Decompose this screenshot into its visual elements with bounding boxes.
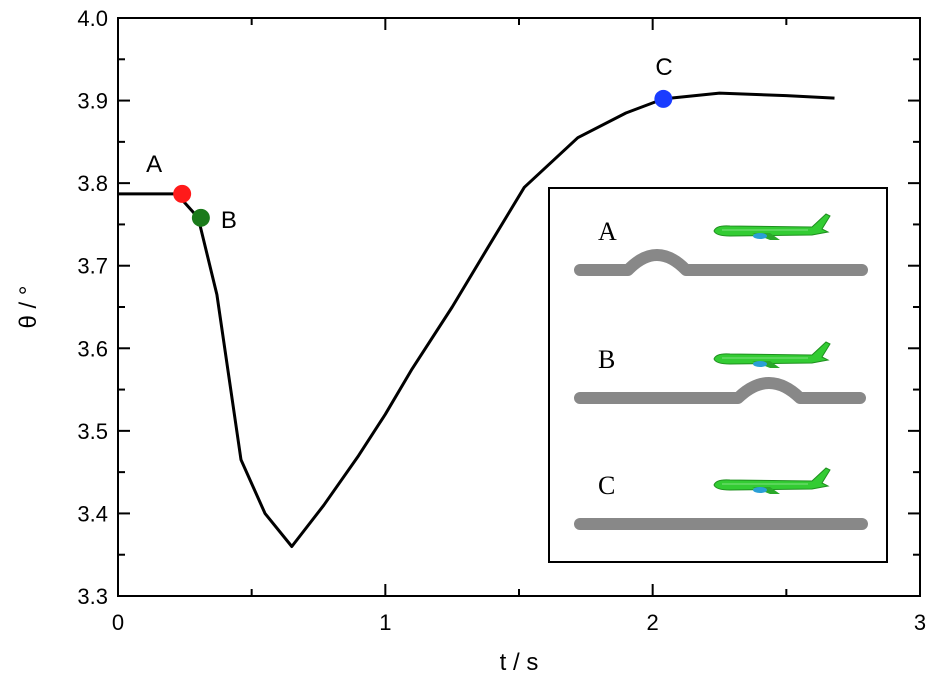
marker-c <box>654 89 673 108</box>
airplane-icon <box>713 467 831 494</box>
y-tick-label: 3.3 <box>77 584 108 609</box>
y-tick-label: 3.8 <box>77 171 108 196</box>
y-axis-label: θ / ° <box>15 286 42 329</box>
ticks <box>117 17 921 597</box>
airplane-icon <box>713 341 831 368</box>
x-tick-label: 2 <box>647 610 659 635</box>
road <box>574 377 866 404</box>
x-tick-label: 1 <box>379 610 391 635</box>
y-tick-label: 3.9 <box>77 89 108 114</box>
inset-row-label: C <box>598 471 615 500</box>
x-axis-label: t / s <box>500 649 539 676</box>
y-tick-label: 3.4 <box>77 501 108 526</box>
inset-row-c: C <box>574 467 868 530</box>
y-tick-label: 3.5 <box>77 419 108 444</box>
inset-panel: A B C <box>548 187 888 563</box>
marker-a <box>173 184 192 203</box>
inset-row-b: B <box>574 341 866 404</box>
x-tick-label: 0 <box>112 610 124 635</box>
inset-frame <box>548 187 888 563</box>
inset-row-label: B <box>598 345 615 374</box>
x-tick-label: 3 <box>914 610 926 635</box>
markers: A B C <box>146 54 673 234</box>
tick-labels: 0 1 2 3 3.3 3.4 3.5 3.6 3.7 3.8 3.9 4.0 <box>77 6 926 635</box>
marker-label-b: B <box>221 207 237 234</box>
airplane-icon <box>713 213 831 240</box>
marker-label-a: A <box>146 151 162 178</box>
road <box>574 249 868 276</box>
y-tick-label: 3.6 <box>77 336 108 361</box>
y-tick-label: 3.7 <box>77 254 108 279</box>
inset-row-label: A <box>598 217 617 246</box>
marker-b <box>191 208 210 227</box>
inset-row-a: A <box>574 213 868 276</box>
marker-label-c: C <box>655 54 672 81</box>
y-tick-label: 4.0 <box>77 6 108 31</box>
